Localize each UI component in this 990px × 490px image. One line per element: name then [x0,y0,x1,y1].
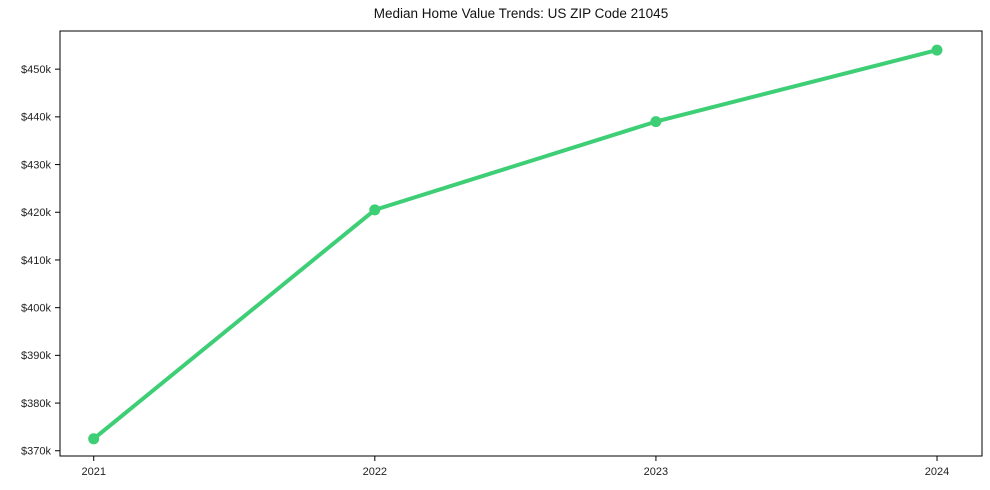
y-tick-label: $380k [21,398,51,410]
y-tick-label: $410k [21,255,51,267]
x-tick-label: 2023 [644,466,668,478]
y-axis: $370k $380k $390k $400k $410k $420k $430k $440k… [21,64,60,458]
x-tick-label: 2021 [81,466,105,478]
x-tick-label: 2024 [925,466,949,478]
y-tick-label: $440k [21,112,51,124]
y-tick-label: $420k [21,207,51,219]
chart-title: Median Home Value Trends: US ZIP Code 21… [374,6,668,21]
y-tick-label: $390k [21,350,51,362]
x-axis: 2021 2022 2023 2024 [81,456,949,478]
plot-border [59,30,983,457]
x-tick-label: 2022 [363,466,387,478]
y-tick-label: $400k [21,302,51,314]
data-point [369,204,381,216]
data-point [88,433,100,445]
data-point [650,116,662,128]
data-points [88,44,943,445]
trend-line [91,48,939,441]
y-tick-label: $450k [21,64,51,76]
y-tick-label: $370k [21,446,51,458]
y-tick-label: $430k [21,159,51,171]
data-point [931,44,943,56]
